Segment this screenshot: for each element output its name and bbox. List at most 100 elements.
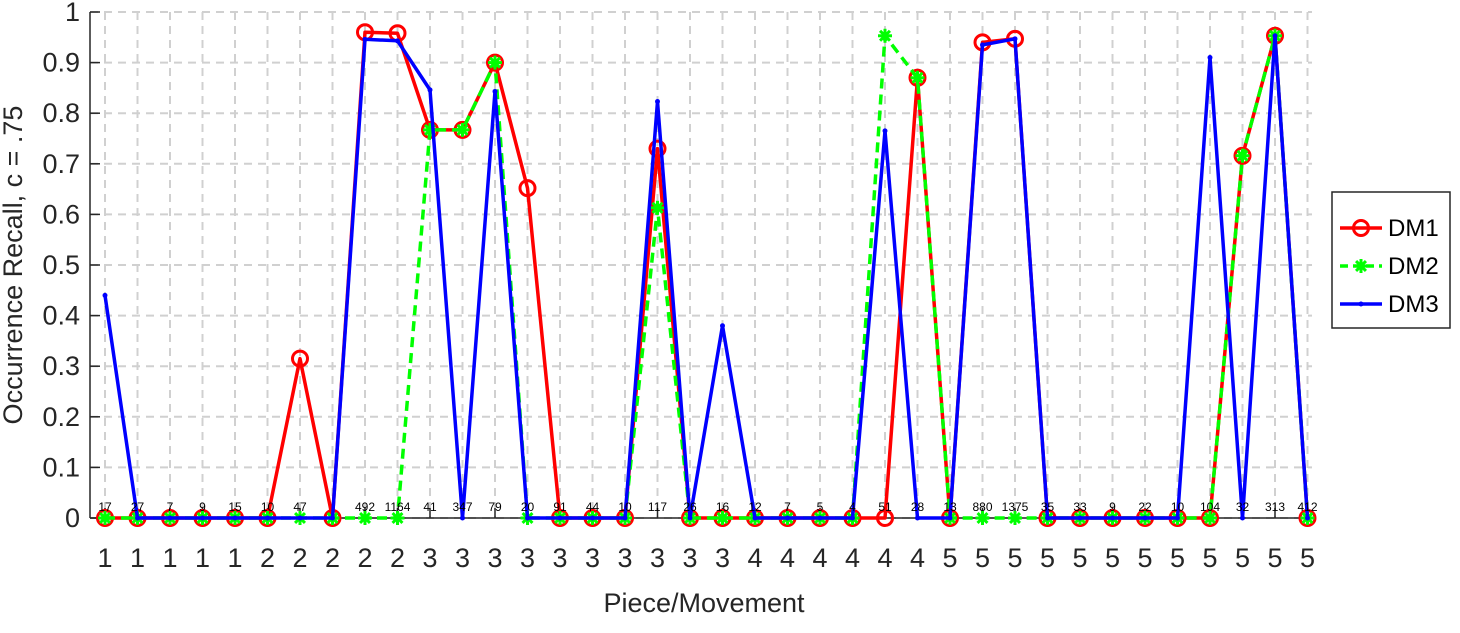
count-label: 313 bbox=[1265, 500, 1285, 514]
dm3-point bbox=[1305, 515, 1310, 521]
dm3-point bbox=[1110, 515, 1115, 521]
count-label: 20 bbox=[521, 500, 535, 514]
dm3-point bbox=[1272, 33, 1278, 39]
legend-label-dm3: DM3 bbox=[1388, 291, 1439, 318]
dm2-point-stroke bbox=[456, 123, 469, 136]
y-axis-label: Occurrence Recall, c = .75 bbox=[0, 106, 28, 425]
dm2-point-stroke bbox=[98, 511, 112, 525]
dm3-point bbox=[102, 292, 108, 298]
dm2-point-stroke bbox=[1203, 511, 1217, 525]
x-tick-label: 4 bbox=[877, 543, 892, 573]
y-tick-label: 0.1 bbox=[42, 452, 80, 482]
dm2-point-stroke bbox=[878, 29, 892, 42]
dm3-point bbox=[850, 515, 855, 521]
x-tick-label: 5 bbox=[1137, 543, 1152, 573]
dm2-point bbox=[98, 511, 112, 525]
y-tick-label: 0.8 bbox=[42, 98, 80, 128]
dm3-point bbox=[1207, 55, 1213, 61]
dm3-point bbox=[915, 515, 920, 521]
count-label: 9 bbox=[1109, 500, 1116, 514]
dm2-point-stroke bbox=[1236, 149, 1249, 162]
x-tick-label: 5 bbox=[1235, 543, 1250, 573]
x-tick-label: 4 bbox=[780, 543, 795, 573]
dm2-point bbox=[1354, 259, 1368, 273]
x-tick-label: 4 bbox=[747, 543, 762, 573]
count-label: 51 bbox=[878, 500, 892, 514]
count-label: 4 bbox=[849, 500, 856, 514]
x-tick-label: 3 bbox=[487, 543, 502, 573]
count-label: 28 bbox=[911, 500, 925, 514]
series-layer bbox=[96, 23, 1317, 527]
count-label: 104 bbox=[1200, 500, 1220, 514]
count-label: 880 bbox=[972, 500, 992, 514]
legend: DM1 DM2 DM3 bbox=[1331, 191, 1451, 329]
x-tick-label: 4 bbox=[812, 543, 827, 573]
dm3-point bbox=[655, 99, 660, 105]
count-label: 117 bbox=[648, 500, 667, 514]
dm2-point bbox=[1008, 511, 1022, 525]
x-tick-label: 2 bbox=[260, 543, 275, 573]
dm2-point bbox=[455, 122, 470, 137]
dm3-point bbox=[947, 515, 953, 521]
dm2-point bbox=[715, 511, 730, 525]
x-tick-label: 5 bbox=[1300, 543, 1315, 573]
dm3-point bbox=[1012, 36, 1018, 42]
x-tick-label: 5 bbox=[1170, 543, 1185, 573]
count-label: 47 bbox=[293, 500, 307, 514]
count-label: 27 bbox=[131, 500, 145, 514]
x-tick-label: 3 bbox=[585, 543, 600, 573]
x-tick-label: 5 bbox=[942, 543, 957, 573]
x-tick-label: 5 bbox=[1267, 543, 1282, 573]
legend-label-dm1: DM1 bbox=[1388, 215, 1439, 242]
x-tick-label: 1 bbox=[195, 543, 210, 573]
dm2-point bbox=[1203, 511, 1217, 525]
dm3-point bbox=[362, 36, 368, 42]
legend-label-dm2: DM2 bbox=[1388, 253, 1439, 280]
count-label: 33 bbox=[1073, 500, 1087, 514]
dm1-point bbox=[291, 349, 309, 368]
series-dm3 bbox=[102, 33, 1310, 521]
count-label: 44 bbox=[586, 500, 600, 514]
ticks: 00.10.20.30.40.50.60.70.80.911 1 1 1 1 2 2 2 2 2 3… bbox=[42, 0, 1315, 573]
count-label: 91 bbox=[553, 500, 567, 514]
x-tick-label: 1 bbox=[130, 543, 145, 573]
dm1-point bbox=[486, 53, 504, 72]
dm2-point-stroke bbox=[391, 511, 404, 525]
x-tick-label: 2 bbox=[357, 543, 372, 573]
count-label: 26 bbox=[683, 500, 697, 514]
y-tick-label: 0.5 bbox=[42, 250, 80, 280]
series-line-dm3 bbox=[103, 34, 1310, 520]
y-tick-label: 0 bbox=[65, 503, 80, 533]
y-tick-label: 1 bbox=[65, 0, 80, 27]
count-labels: 17 27 7 9 15 10 47 492 1164 41 347 79 20 91 44 10 117 26 1… bbox=[98, 500, 1318, 514]
x-tick-label: 4 bbox=[910, 543, 925, 573]
x-tick-label: 1 bbox=[227, 543, 242, 573]
dm3-point bbox=[980, 42, 985, 48]
x-tick-label: 5 bbox=[1040, 543, 1055, 573]
dm2-point-stroke bbox=[1354, 259, 1368, 273]
x-tick-label: 3 bbox=[520, 543, 535, 573]
x-tick-label: 5 bbox=[1007, 543, 1022, 573]
dm2-point-stroke bbox=[651, 201, 664, 214]
dm1-point bbox=[876, 509, 894, 527]
x-tick-label: 3 bbox=[552, 543, 567, 573]
x-tick-label: 2 bbox=[390, 543, 405, 573]
dm2-point bbox=[878, 28, 892, 43]
dm2-point bbox=[358, 511, 372, 525]
dm3-point bbox=[200, 515, 205, 521]
y-tick-label: 0.2 bbox=[42, 402, 80, 432]
dm1-point bbox=[1201, 509, 1219, 527]
count-label: 15 bbox=[228, 500, 242, 514]
dm3-point bbox=[427, 87, 433, 93]
dm2-point bbox=[488, 55, 502, 70]
dm3-point bbox=[525, 515, 530, 521]
count-label: 492 bbox=[355, 500, 375, 514]
count-label: 41 bbox=[423, 500, 437, 514]
x-tick-label: 5 bbox=[975, 543, 990, 573]
count-label: 22 bbox=[1138, 500, 1152, 514]
dm3-point bbox=[590, 515, 595, 521]
dm3-point bbox=[687, 515, 693, 521]
x-tick-label: 3 bbox=[455, 543, 470, 573]
count-label: 17 bbox=[98, 500, 112, 514]
dm2-point bbox=[910, 70, 925, 85]
